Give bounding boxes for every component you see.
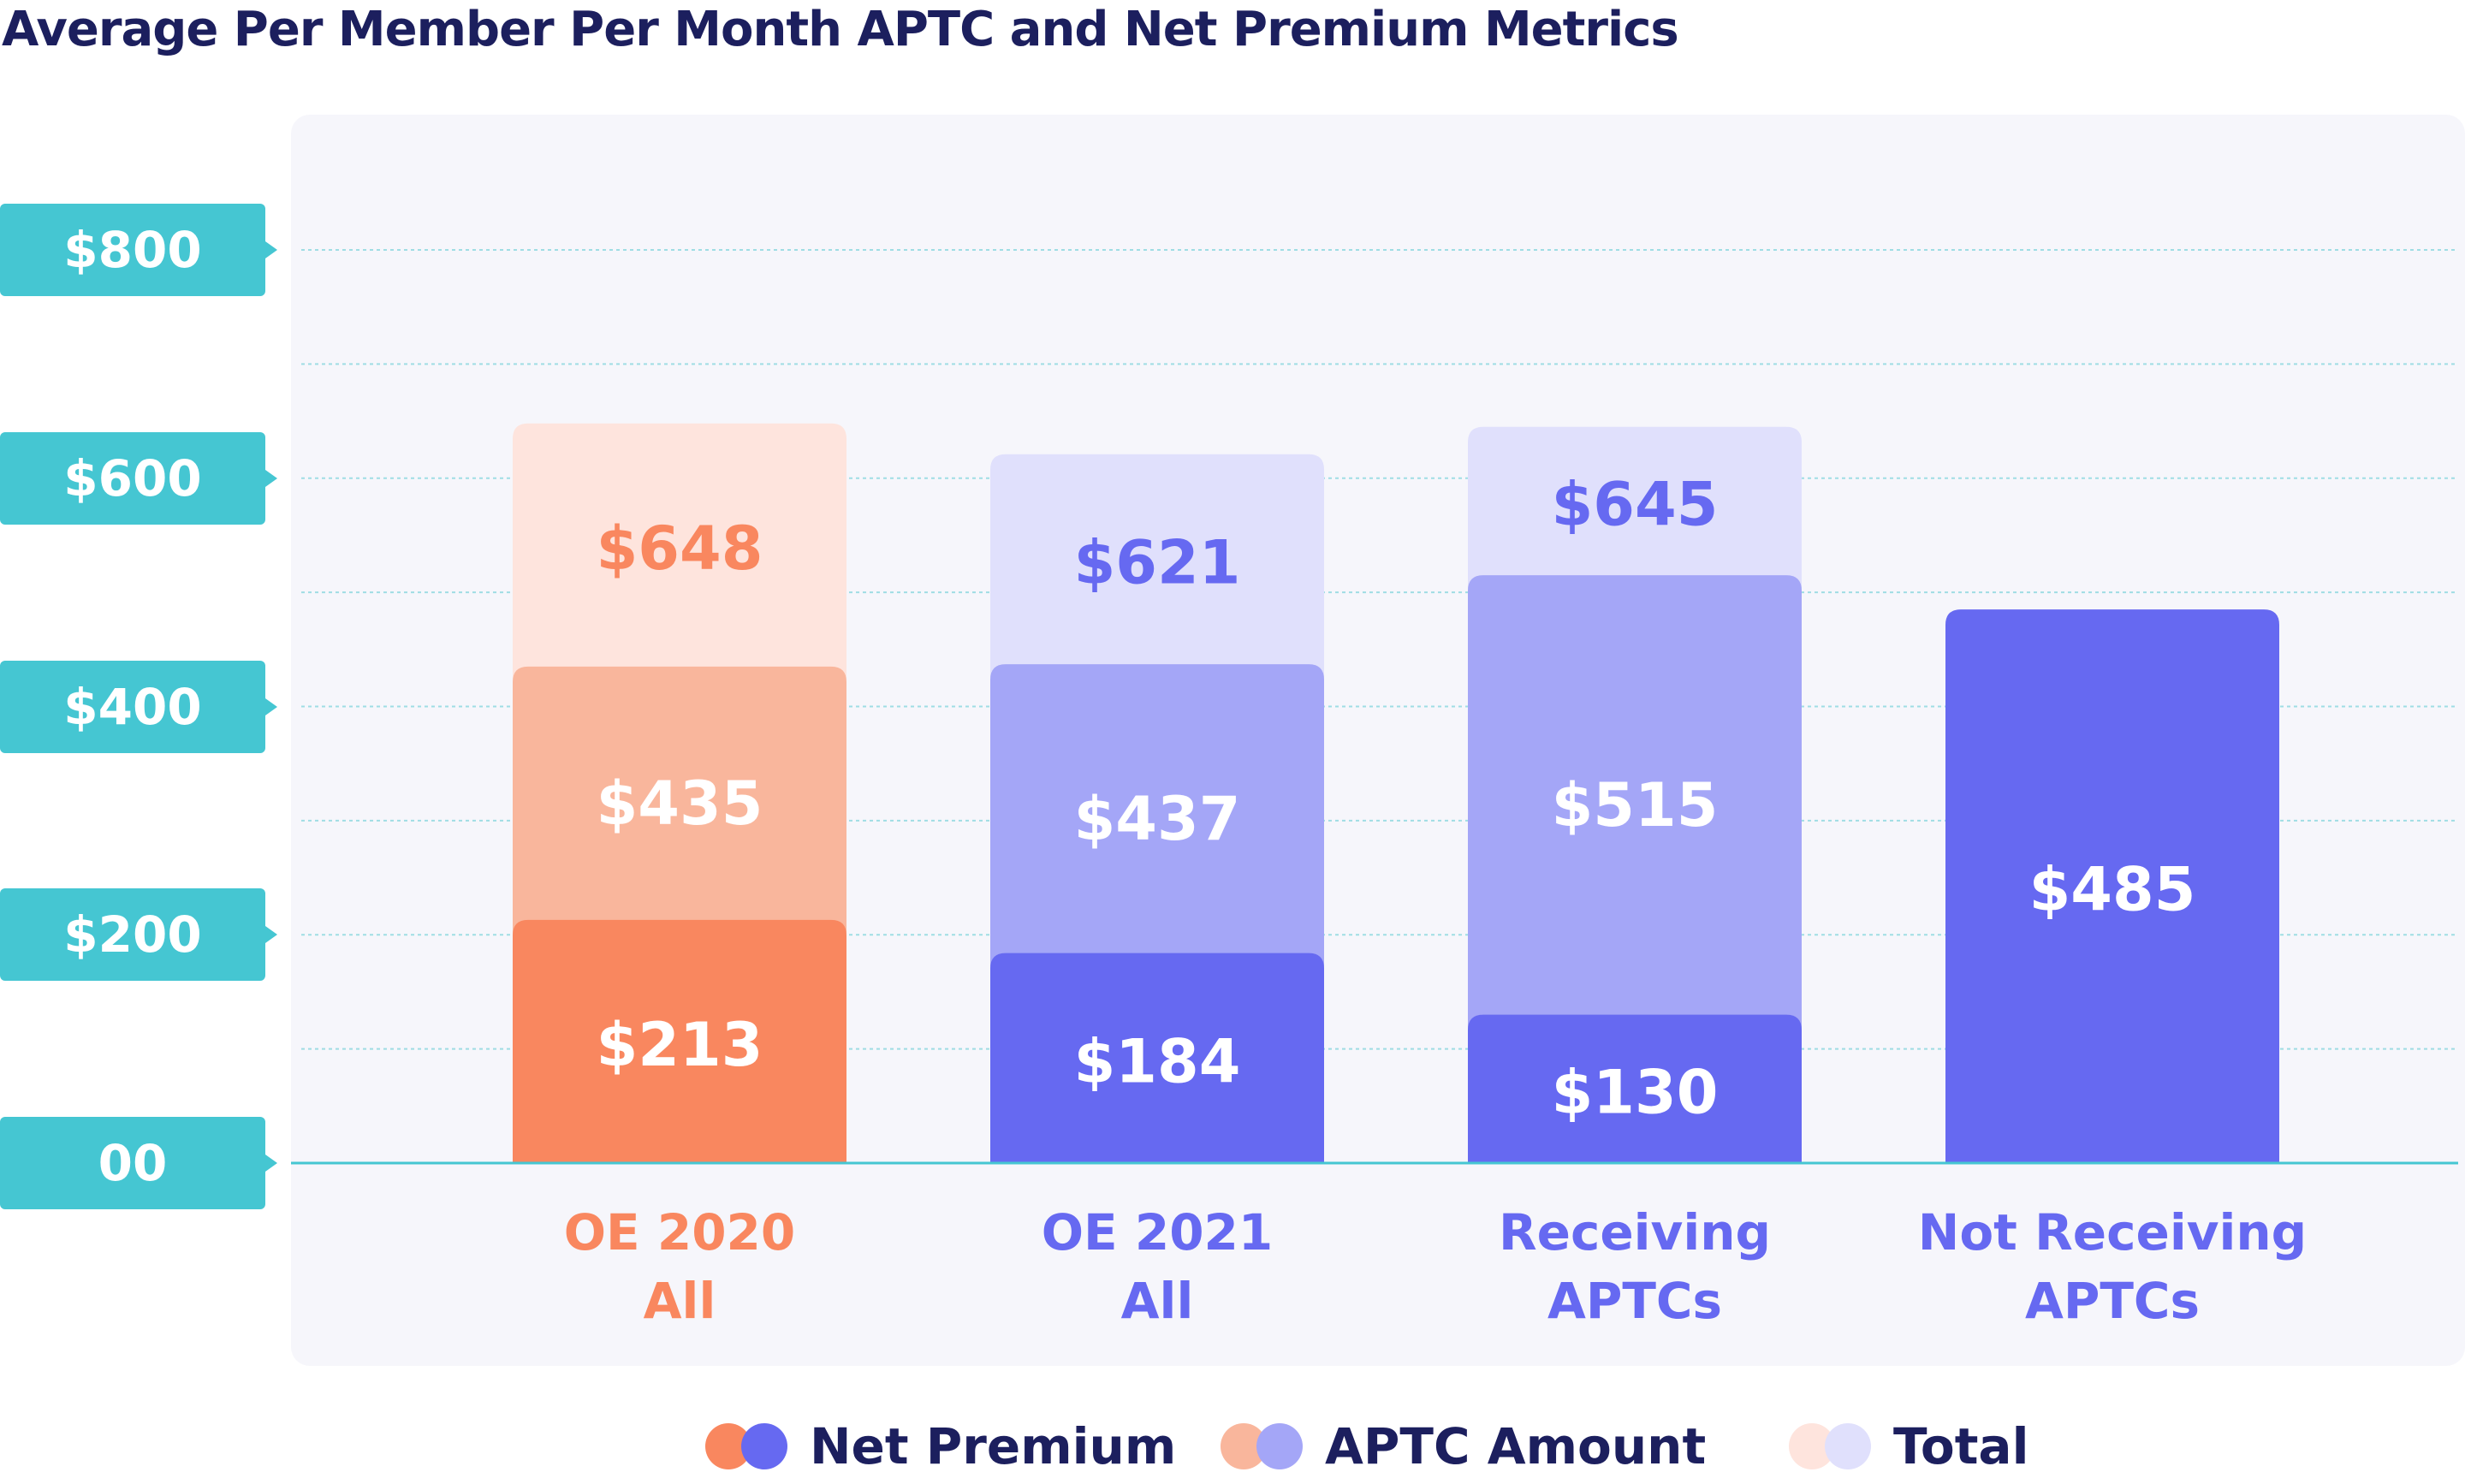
legend-label: APTC Amount [1325, 1417, 1707, 1475]
category-label: Not Receiving [1918, 1203, 2307, 1261]
legend-item-total: Total [1789, 1412, 2028, 1481]
chart-title: Average Per Member Per Month APTC and Ne… [2, 2, 1679, 57]
legend-item-aptc-amount: APTC Amount [1221, 1412, 1706, 1481]
legend-label: Total [1893, 1417, 2029, 1475]
data-label-net-premium: $213 [597, 1010, 763, 1080]
y-tick-label: 00 [0, 1117, 277, 1209]
y-tick-label: $400 [0, 660, 277, 753]
category-label: OE 2021 [1042, 1203, 1274, 1261]
data-label-aptc-amount: $437 [1074, 784, 1241, 854]
y-tick-label: $600 [0, 431, 277, 525]
bar-net-premium [1945, 609, 2279, 1163]
bar-net-premium [1468, 1014, 1802, 1163]
category-label: OE 2020 [564, 1203, 796, 1261]
legend-label: Net Premium [810, 1417, 1177, 1475]
legend-item-net-premium: Net Premium [705, 1412, 1176, 1481]
total-swatch-icon [1789, 1421, 1874, 1472]
swatch-dot [741, 1423, 787, 1469]
category-label: Receiving [1499, 1203, 1771, 1261]
data-label-total: $621 [1074, 527, 1241, 597]
swatch-dot [1256, 1423, 1303, 1469]
data-label-aptc-amount: $515 [1552, 770, 1719, 840]
y-tick-label: $200 [0, 888, 277, 982]
data-label-net-premium: $184 [1074, 1026, 1241, 1096]
data-label-net-premium: $485 [2029, 855, 2196, 925]
bar-net-premium [990, 953, 1324, 1163]
bar-net-premium [513, 919, 846, 1163]
category-label: All [644, 1272, 716, 1330]
aptc-amount-swatch-icon [1221, 1421, 1306, 1472]
data-label-total: $648 [597, 513, 763, 584]
net-premium-swatch-icon [705, 1421, 791, 1472]
legend: Net Premium APTC Amount Total [0, 1412, 2465, 1481]
data-label-total: $645 [1552, 469, 1719, 539]
swatch-dot [1825, 1423, 1871, 1469]
data-label-net-premium: $130 [1552, 1057, 1719, 1127]
category-label: APTCs [1547, 1272, 1722, 1330]
data-label-aptc-amount: $435 [597, 769, 763, 839]
category-label: All [1121, 1272, 1194, 1330]
category-label: APTCs [2025, 1272, 2200, 1330]
y-tick-label: $800 [0, 204, 277, 296]
